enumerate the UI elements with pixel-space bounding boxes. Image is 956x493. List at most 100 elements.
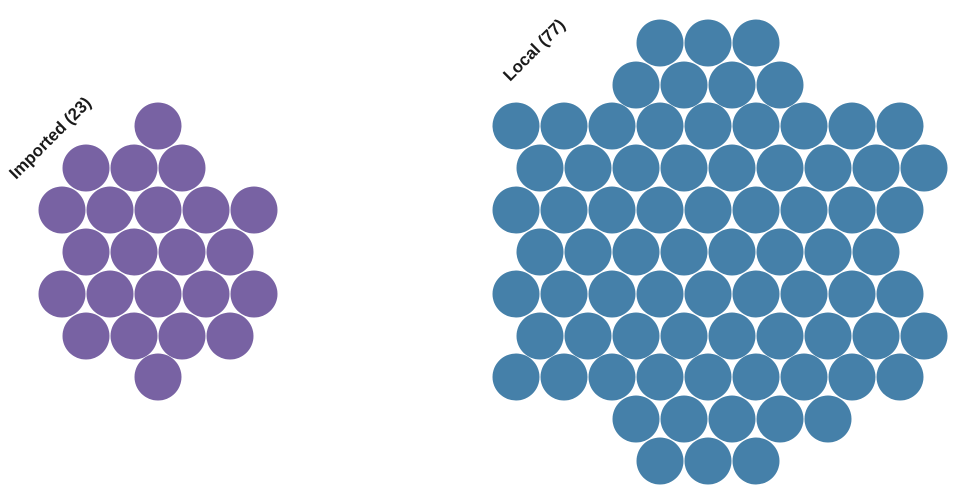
local-unit-dot	[660, 144, 708, 192]
local-unit-dot	[588, 186, 636, 234]
local-unit-dot	[540, 186, 588, 234]
imported-unit-dot	[134, 270, 182, 318]
local-unit-dot	[564, 312, 612, 360]
imported-unit-dot	[158, 312, 206, 360]
imported-unit-dot	[206, 312, 254, 360]
local-unit-dot	[636, 270, 684, 318]
local-unit-dot	[684, 437, 732, 485]
local-unit-dot	[900, 144, 948, 192]
local-unit-dot	[660, 312, 708, 360]
local-unit-dot	[804, 395, 852, 443]
local-unit-dot	[876, 353, 924, 401]
local-unit-dot	[684, 19, 732, 67]
local-unit-dot	[852, 144, 900, 192]
local-unit-dot	[588, 102, 636, 150]
local-unit-dot	[756, 61, 804, 109]
local-unit-dot	[780, 353, 828, 401]
imported-unit-dot	[86, 186, 134, 234]
local-unit-dot	[636, 437, 684, 485]
local-unit-dot	[732, 186, 780, 234]
local-unit-dot	[708, 312, 756, 360]
imported-unit-dot	[62, 228, 110, 276]
local-unit-dot	[732, 102, 780, 150]
imported-unit-dot	[230, 186, 278, 234]
local-unit-dot	[876, 270, 924, 318]
local-unit-dot	[660, 395, 708, 443]
local-unit-dot	[564, 144, 612, 192]
local-unit-dot	[732, 437, 780, 485]
local-unit-dot	[708, 144, 756, 192]
imported-unit-dot	[134, 186, 182, 234]
local-unit-dot	[540, 102, 588, 150]
local-unit-dot	[492, 270, 540, 318]
local-unit-dot	[804, 144, 852, 192]
local-unit-dot	[492, 102, 540, 150]
imported-unit-dot	[230, 270, 278, 318]
imported-unit-dot	[206, 228, 254, 276]
local-unit-dot	[588, 353, 636, 401]
imported-unit-dot	[134, 353, 182, 401]
local-unit-dot	[516, 312, 564, 360]
local-unit-dot	[612, 312, 660, 360]
local-unit-dot	[516, 228, 564, 276]
local-unit-dot	[636, 19, 684, 67]
local-unit-dot	[612, 61, 660, 109]
local-unit-dot	[900, 312, 948, 360]
local-unit-dot	[684, 270, 732, 318]
local-unit-dot	[540, 353, 588, 401]
local-unit-dot	[756, 144, 804, 192]
local-unit-dot	[636, 353, 684, 401]
imported-cluster: Imported (23)	[5, 93, 278, 401]
local-unit-dot	[852, 312, 900, 360]
local-unit-dot	[732, 270, 780, 318]
imported-unit-dot	[86, 270, 134, 318]
imported-unit-dot	[62, 312, 110, 360]
imported-unit-dot	[182, 270, 230, 318]
local-unit-dot	[756, 312, 804, 360]
imported-unit-dot	[110, 228, 158, 276]
local-unit-dot	[732, 19, 780, 67]
local-unit-dot	[828, 102, 876, 150]
local-unit-dot	[732, 353, 780, 401]
local-unit-dot	[708, 228, 756, 276]
local-unit-dot	[828, 270, 876, 318]
local-unit-dot	[708, 395, 756, 443]
local-unit-dot	[804, 228, 852, 276]
local-unit-dot	[660, 228, 708, 276]
local-unit-dot	[612, 395, 660, 443]
local-unit-dot	[876, 102, 924, 150]
imported-unit-dot	[38, 270, 86, 318]
local-unit-dot	[612, 228, 660, 276]
local-unit-dot	[684, 353, 732, 401]
imported-unit-dot	[110, 144, 158, 192]
local-group-label: Local (77)	[499, 15, 569, 85]
imported-unit-dot	[62, 144, 110, 192]
local-unit-dot	[660, 61, 708, 109]
local-unit-dot	[516, 144, 564, 192]
local-unit-dot	[780, 270, 828, 318]
imported-unit-dot	[158, 144, 206, 192]
local-unit-dot	[492, 353, 540, 401]
local-unit-dot	[612, 144, 660, 192]
local-unit-dot	[828, 353, 876, 401]
local-unit-dot	[780, 102, 828, 150]
imported-unit-dot	[134, 102, 182, 150]
local-unit-dot	[852, 228, 900, 276]
imported-unit-dot	[158, 228, 206, 276]
local-unit-dot	[684, 102, 732, 150]
local-unit-dot	[780, 186, 828, 234]
local-unit-dot	[540, 270, 588, 318]
local-unit-dot	[492, 186, 540, 234]
local-cluster: Local (77)	[492, 15, 948, 485]
local-unit-dot	[756, 395, 804, 443]
local-unit-dot	[588, 270, 636, 318]
imported-unit-dot	[38, 186, 86, 234]
local-unit-dot	[636, 186, 684, 234]
imported-unit-dot	[110, 312, 158, 360]
local-unit-dot	[636, 102, 684, 150]
local-unit-dot	[876, 186, 924, 234]
imported-unit-dot	[182, 186, 230, 234]
local-unit-dot	[684, 186, 732, 234]
local-unit-dot	[804, 312, 852, 360]
